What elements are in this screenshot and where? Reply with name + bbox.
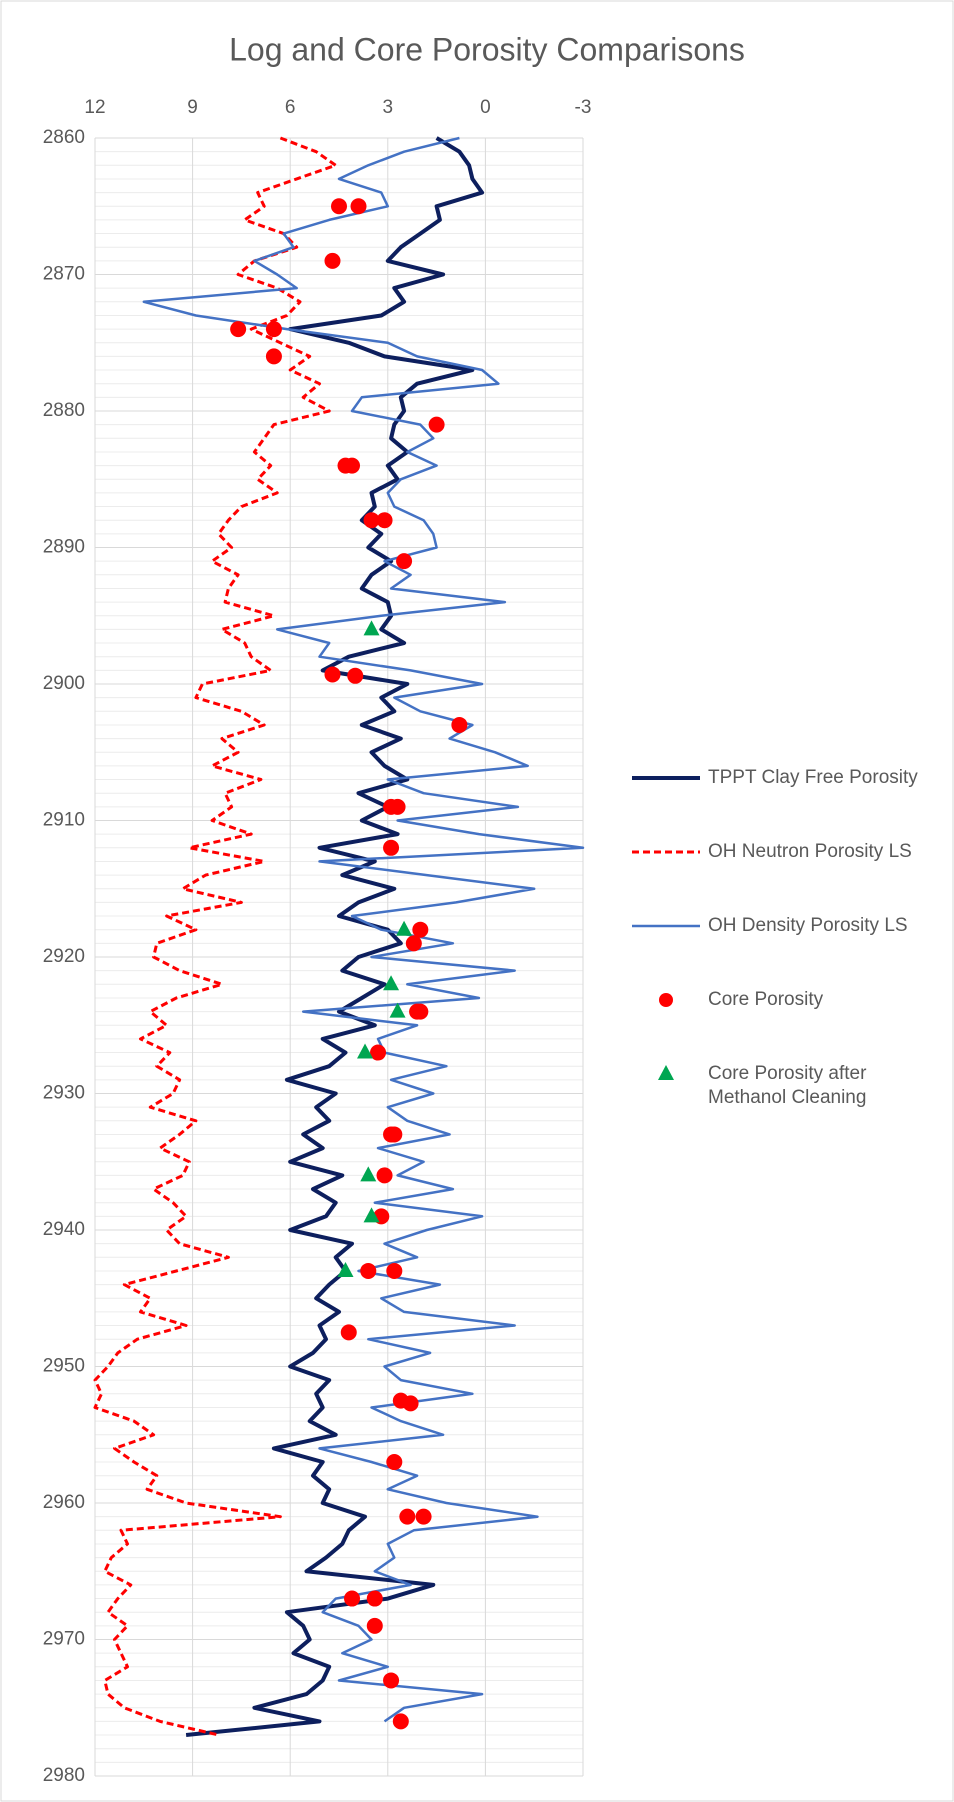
marker <box>396 553 413 570</box>
y-tick-label: 2910 <box>43 810 85 831</box>
legend-swatch <box>658 1065 674 1080</box>
marker <box>451 716 468 733</box>
marker <box>324 666 341 683</box>
series-line <box>93 136 338 1737</box>
marker <box>392 1713 409 1730</box>
marker <box>350 198 367 215</box>
legend-swatch <box>632 924 700 928</box>
legend-item: OH Neutron Porosity LS <box>628 834 948 908</box>
y-tick-label: 2950 <box>43 1356 85 1377</box>
legend-swatch <box>659 993 673 1007</box>
legend-label: Core Porosity after Methanol Cleaning <box>708 1063 867 1108</box>
marker <box>376 512 393 529</box>
legend-item: TPPT Clay Free Porosity <box>628 760 948 834</box>
marker <box>389 1002 406 1018</box>
y-tick-label: 2970 <box>43 1629 85 1650</box>
chart-title: Log and Core Porosity Comparisons <box>229 31 745 67</box>
marker <box>331 198 347 215</box>
legend-marker <box>658 1065 674 1080</box>
legend-label: OH Density Porosity LS <box>708 915 908 936</box>
y-tick-label: 2890 <box>43 537 85 558</box>
marker <box>396 920 413 936</box>
marker <box>402 1395 419 1412</box>
marker <box>370 1044 387 1061</box>
legend-item: OH Density Porosity LS <box>628 908 948 982</box>
marker <box>344 457 361 474</box>
marker <box>412 1003 429 1020</box>
legend-marker <box>659 993 673 1007</box>
x-tick-label: 12 <box>84 97 105 118</box>
marker <box>386 1126 403 1143</box>
y-tick-label: 2880 <box>43 400 85 421</box>
y-tick-label: 2900 <box>43 673 85 694</box>
y-tick-label: 2930 <box>43 1083 85 1104</box>
marker <box>360 1262 377 1279</box>
marker <box>363 1207 380 1223</box>
marker <box>412 921 429 938</box>
marker <box>363 620 380 636</box>
marker <box>386 1454 403 1471</box>
marker <box>265 321 282 338</box>
x-tick-label: 9 <box>187 97 198 118</box>
x-tick-label: 6 <box>285 97 296 118</box>
marker <box>399 1508 416 1525</box>
y-tick-label: 2940 <box>43 1219 85 1240</box>
marker <box>363 512 380 529</box>
marker <box>415 1508 432 1525</box>
marker <box>376 1167 393 1184</box>
x-tick-label: 3 <box>383 97 394 118</box>
y-tick-label: 2870 <box>43 264 85 285</box>
marker <box>347 667 364 684</box>
legend-swatch <box>632 850 700 854</box>
legend-item: Core Porosity <box>628 982 948 1056</box>
series-line <box>142 136 585 1723</box>
legend: TPPT Clay Free Porosity OH Neutron Porosi… <box>628 760 948 1130</box>
marker <box>383 975 400 991</box>
marker <box>337 1261 354 1277</box>
marker <box>386 1262 403 1279</box>
marker <box>344 1590 361 1607</box>
y-tick-label: 2860 <box>43 127 85 148</box>
marker <box>383 1672 400 1689</box>
marker <box>357 1043 374 1059</box>
marker <box>366 1590 383 1607</box>
series-line <box>185 136 485 1737</box>
y-tick-label: 2920 <box>43 946 85 967</box>
legend-swatch <box>632 776 700 780</box>
legend-item: Core Porosity after Methanol Cleaning <box>628 1056 948 1130</box>
legend-label: Core Porosity <box>708 989 824 1010</box>
marker <box>428 416 445 433</box>
legend-label: OH Neutron Porosity LS <box>708 841 912 862</box>
y-tick-label: 2960 <box>43 1492 85 1513</box>
marker <box>360 1166 377 1182</box>
marker <box>265 348 282 365</box>
marker <box>366 1617 383 1634</box>
marker <box>405 935 422 952</box>
x-tick-label: -3 <box>575 97 592 118</box>
y-tick-label: 2980 <box>43 1765 85 1786</box>
marker <box>389 798 406 815</box>
x-tick-label: 0 <box>480 97 491 118</box>
marker <box>383 839 400 856</box>
marker <box>324 252 341 269</box>
legend-label: TPPT Clay Free Porosity <box>708 767 918 788</box>
marker <box>340 1324 357 1341</box>
marker <box>230 321 247 338</box>
